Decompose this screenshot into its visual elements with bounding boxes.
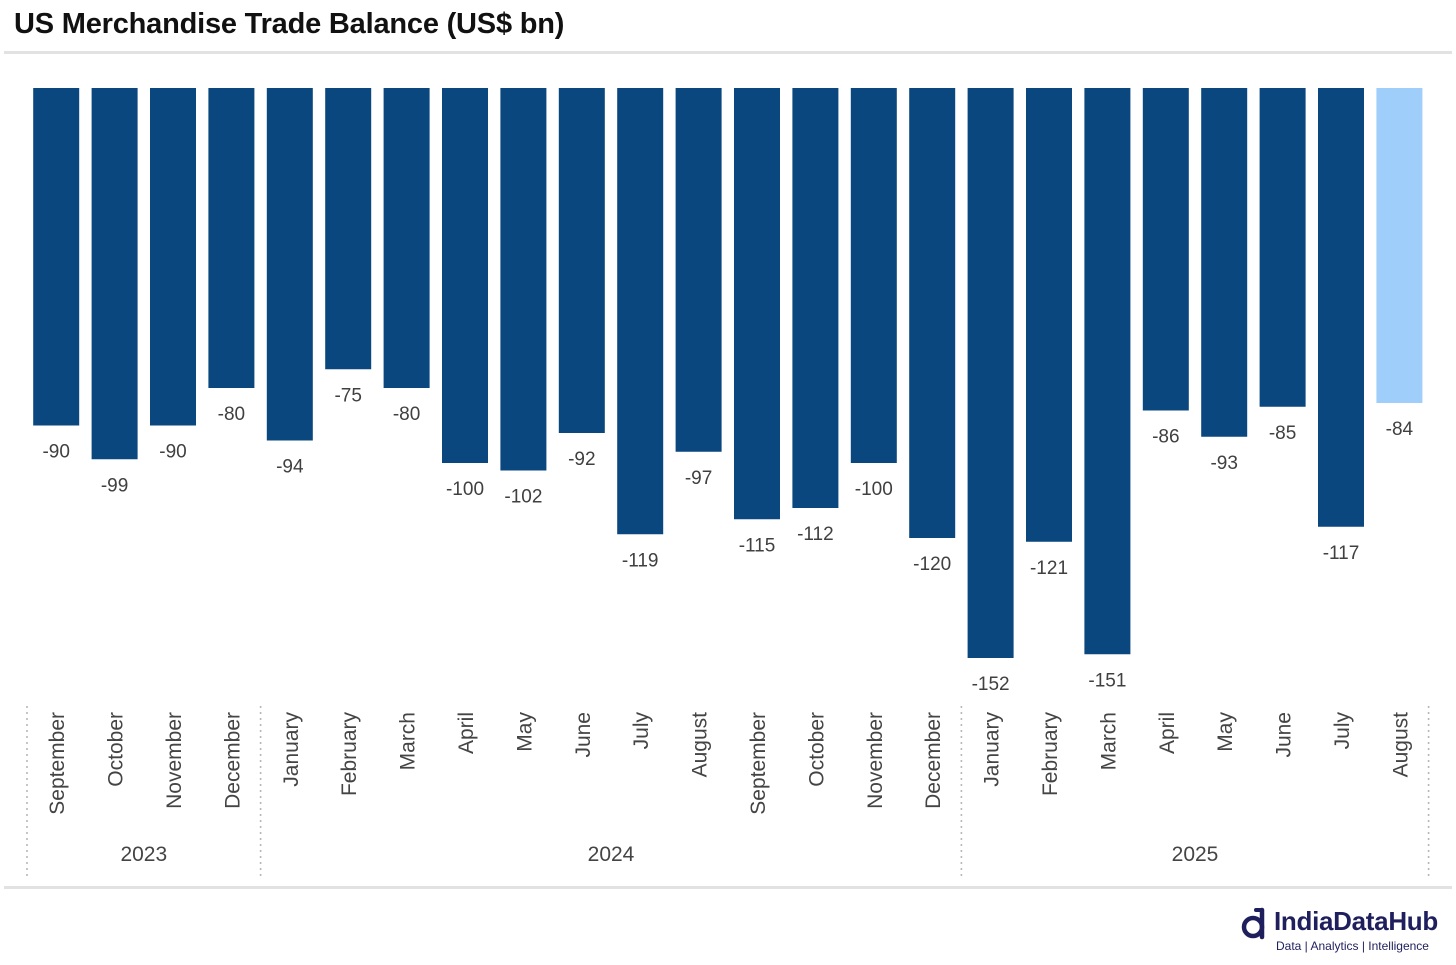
bar-10 <box>558 88 605 433</box>
data-label: -92 <box>568 449 595 470</box>
footer-divider <box>4 886 1452 889</box>
month-tick-label: November <box>864 712 887 809</box>
data-label: -120 <box>913 554 951 575</box>
month-tick-label: May <box>513 712 536 752</box>
month-tick-label: February <box>1039 712 1062 797</box>
bar-7 <box>383 88 430 388</box>
data-label: -117 <box>1323 543 1360 564</box>
bar-1 <box>33 88 80 426</box>
month-tick-label: October <box>805 712 828 787</box>
bar-21 <box>1201 88 1248 437</box>
bar-12 <box>675 88 722 452</box>
bar-3 <box>150 88 196 426</box>
data-label: -94 <box>276 457 304 478</box>
year-label: 2024 <box>588 843 635 866</box>
month-tick-label: December <box>221 712 244 809</box>
data-label: -97 <box>685 468 712 489</box>
data-label: -80 <box>218 404 245 425</box>
bar-11 <box>617 88 664 535</box>
month-tick-label: January <box>981 712 1004 787</box>
bar-20 <box>1142 88 1189 411</box>
data-label: -102 <box>504 487 542 508</box>
title-divider <box>4 51 1452 54</box>
bar-8 <box>442 88 488 463</box>
month-tick-label: April <box>455 712 478 754</box>
data-label: -93 <box>1210 453 1237 474</box>
bar-23 <box>1318 88 1364 527</box>
month-tick-label: October <box>105 712 128 787</box>
data-label: -90 <box>42 442 69 463</box>
month-tick-label: June <box>572 712 595 758</box>
data-label: -84 <box>1386 419 1414 440</box>
logo-name: IndiaDataHub <box>1274 906 1438 936</box>
bar-14 <box>792 88 839 508</box>
month-tick-label: July <box>1331 712 1354 750</box>
bar-13 <box>734 88 780 520</box>
data-label: -115 <box>739 535 776 556</box>
chart-title: US Merchandise Trade Balance (US$ bn) <box>14 8 565 40</box>
month-tick-label: June <box>1273 712 1296 758</box>
month-tick-label: July <box>630 712 653 750</box>
month-tick-label: February <box>338 712 361 797</box>
data-label: -119 <box>622 550 659 571</box>
bar-4 <box>208 88 255 388</box>
data-label: -121 <box>1030 558 1068 579</box>
data-label: -151 <box>1088 670 1126 691</box>
month-tick-label: December <box>922 712 945 809</box>
month-tick-label: August <box>1389 712 1412 778</box>
year-label: 2025 <box>1172 843 1219 866</box>
month-tick-label: September <box>747 712 770 815</box>
bar-16 <box>909 88 956 538</box>
data-label: -80 <box>393 404 420 425</box>
month-tick-label: April <box>1156 712 1179 754</box>
bar-17 <box>967 88 1014 658</box>
month-tick-label: November <box>163 712 186 809</box>
data-label: -86 <box>1152 427 1179 448</box>
data-label: -112 <box>797 524 834 545</box>
month-tick-label: March <box>397 712 420 770</box>
logo-tagline: Data | Analytics | Intelligence <box>1276 939 1429 953</box>
month-tick-label: May <box>1214 712 1237 752</box>
bar-18 <box>1026 88 1072 542</box>
bar-2 <box>91 88 138 460</box>
data-label: -152 <box>972 674 1010 695</box>
year-label: 2023 <box>120 843 167 866</box>
data-label: -100 <box>446 479 484 500</box>
brand-logo: IndiaDataHub Data | Analytics | Intellig… <box>1240 906 1452 958</box>
month-tick-label: August <box>689 712 712 778</box>
bar-5 <box>266 88 313 441</box>
bar-19 <box>1084 88 1131 655</box>
month-tick-label: January <box>280 712 303 787</box>
bar-22 <box>1259 88 1306 407</box>
month-tick-label: March <box>1097 712 1120 770</box>
bar-9 <box>500 88 547 471</box>
bar-15 <box>850 88 897 463</box>
data-label: -90 <box>159 442 186 463</box>
data-label: -100 <box>855 479 893 500</box>
data-label: -85 <box>1269 423 1296 444</box>
bar-6 <box>325 88 372 370</box>
data-label: -99 <box>101 475 128 496</box>
month-tick-label: September <box>46 712 69 815</box>
bar-24 <box>1376 88 1423 403</box>
data-label: -75 <box>334 385 361 406</box>
logo-d-icon <box>1241 907 1265 940</box>
